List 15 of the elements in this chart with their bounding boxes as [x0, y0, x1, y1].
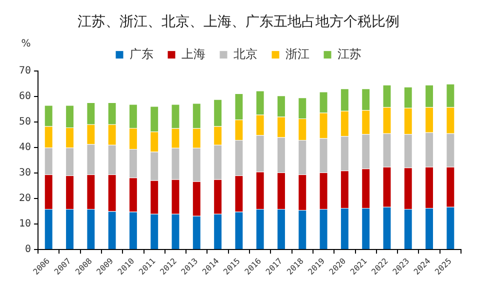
y-tick-label: 70 [18, 65, 32, 76]
y-tick-label: 30 [18, 168, 32, 179]
y-tick-label: 40 [18, 142, 32, 154]
y-axis-title: % [21, 38, 31, 50]
y-tick-label: 10 [18, 218, 32, 230]
y-tick-label: 50 [18, 116, 32, 128]
legend-label: 浙江 [286, 46, 310, 61]
legend-label: 北京 [234, 46, 258, 61]
legend-label: 江苏 [338, 46, 362, 61]
legend-label: 广东 [130, 46, 154, 61]
legend-label: 上海 [182, 46, 206, 61]
y-tick-label: 20 [18, 193, 32, 204]
y-tick-label: 0 [25, 244, 32, 256]
chart-title: 江苏、浙江、北京、上海、广东五地占地方个税比例 [78, 14, 400, 30]
y-tick-label: 60 [18, 90, 32, 102]
